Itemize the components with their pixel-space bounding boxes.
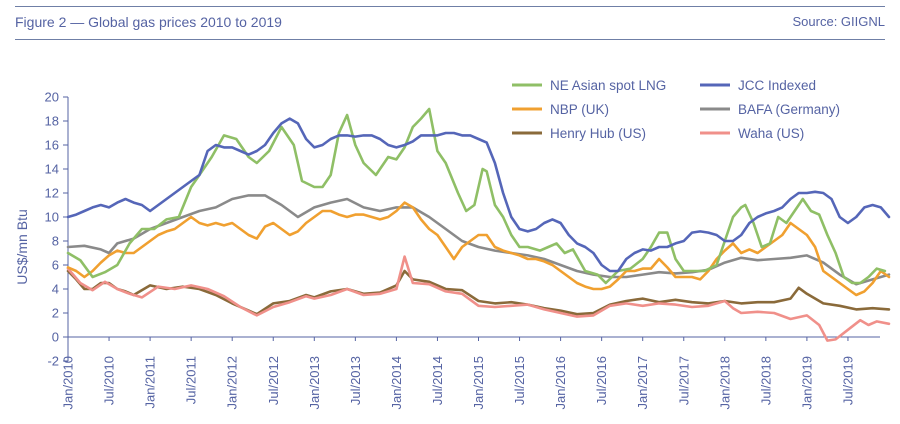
y-tick-label: 14: [45, 162, 59, 177]
y-tick-label: 18: [45, 114, 59, 129]
x-tick-label: Jan/2013: [307, 356, 322, 410]
series-line-bafa-germany: [66, 194, 891, 286]
x-tick-label: Jan/2011: [143, 356, 158, 409]
x-tick-label: Jan/2014: [389, 356, 404, 410]
x-tick-label: Jan/2019: [799, 356, 814, 410]
x-tick-label: Jul/2015: [512, 356, 527, 405]
y-axis-label: US$/mn Btu: [14, 209, 30, 284]
x-tick-label: Jul/2014: [430, 356, 445, 405]
y-tick-label: 6: [52, 258, 59, 273]
series-line-nbp-uk: [66, 201, 891, 297]
y-tick-label: 4: [52, 282, 59, 297]
legend-label: Henry Hub (US): [550, 126, 646, 141]
x-tick-label: Jul/2018: [758, 356, 773, 405]
x-tick-label: Jul/2019: [840, 356, 855, 405]
legend-label: JCC Indexed: [738, 78, 816, 93]
x-tick-label: Jul/2010: [102, 356, 117, 405]
series-line-waha-us: [66, 255, 891, 342]
y-tick-label: 0: [52, 330, 59, 345]
x-tick-label: Jan/2015: [471, 356, 486, 410]
y-tick-label: 16: [45, 138, 59, 153]
x-tick-label: Jul/2012: [266, 356, 281, 405]
y-tick-label: 8: [52, 234, 59, 249]
x-tick-label: Jan/2017: [635, 356, 650, 410]
x-tick-label: Jul/2013: [348, 356, 363, 405]
header-rule: [15, 39, 885, 40]
x-tick-label: Jan/2018: [717, 356, 732, 410]
y-tick-label: 2: [52, 306, 59, 321]
series-line-henry-hub-us: [66, 269, 891, 316]
x-tick-label: Jan/2016: [553, 356, 568, 410]
y-tick-label: 20: [45, 90, 59, 105]
x-tick-label: Jan/2010: [61, 356, 76, 410]
x-tick-label: Jan/2012: [225, 356, 240, 410]
legend-label: BAFA (Germany): [738, 102, 840, 117]
x-tick-label: Jul/2011: [184, 356, 199, 404]
figure-title: Figure 2 — Global gas prices 2010 to 201…: [15, 14, 282, 30]
series-line-ne-asian-spot-lng: [66, 107, 887, 285]
figure-source: Source: GIIGNL: [792, 14, 885, 29]
legend-label: Waha (US): [738, 126, 804, 141]
legend-label: NBP (UK): [550, 102, 609, 117]
series-line-jcc-indexed: [66, 117, 891, 273]
legend-label: NE Asian spot LNG: [550, 78, 666, 93]
y-tick-label: 12: [45, 186, 59, 201]
top-rule: [15, 6, 885, 7]
y-tick-label: -2: [47, 354, 59, 369]
x-tick-label: Jul/2016: [594, 356, 609, 405]
x-tick-label: Jul/2017: [676, 356, 691, 405]
y-tick-label: 10: [45, 210, 59, 225]
